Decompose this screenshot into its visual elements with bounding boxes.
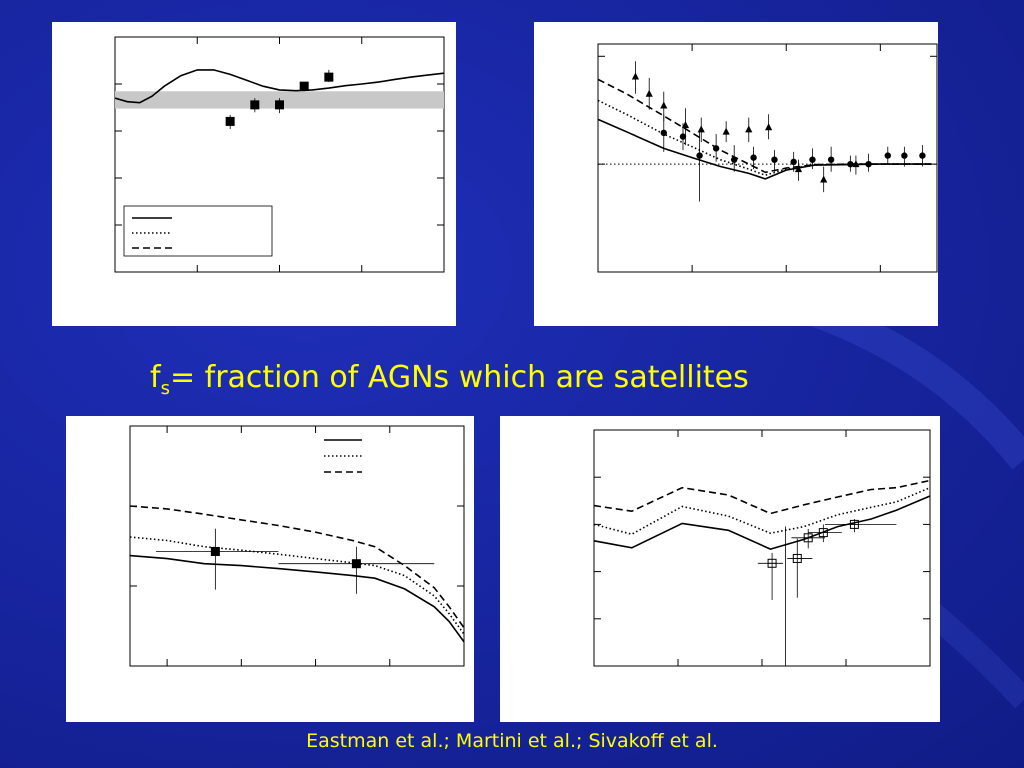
data-point-square	[299, 81, 309, 91]
data-point-triangle	[631, 72, 640, 80]
citation-credits: Eastman et al.; Martini et al.; Sivakoff…	[306, 730, 718, 752]
data-point-circle	[730, 156, 738, 163]
chart-fs-vs-mass	[593, 429, 931, 667]
series-line-solid	[114, 69, 445, 104]
plot-frame	[593, 429, 931, 667]
plot-frame	[597, 43, 938, 273]
heading-prefix: f	[150, 360, 161, 395]
chart-bias-vs-radius	[597, 43, 938, 273]
data-point-triangle	[852, 160, 860, 168]
data-point-circle	[847, 160, 854, 168]
series-line-solid	[593, 495, 931, 550]
chart-u-vs-mass	[114, 36, 445, 273]
series-line-dashed	[593, 479, 931, 515]
data-point-circle	[827, 156, 835, 163]
data-point-square	[250, 100, 260, 110]
data-point-circle	[712, 145, 720, 152]
chart-fs-vs-luminosity	[129, 425, 465, 667]
data-point-triangle	[745, 125, 753, 133]
data-point-square	[351, 559, 361, 569]
data-point-circle	[865, 160, 872, 168]
data-point-square	[275, 100, 284, 110]
data-point-circle	[696, 152, 703, 159]
data-point-square	[324, 72, 334, 82]
series-line-dotted	[129, 536, 465, 635]
heading-subscript: s	[160, 378, 170, 399]
heading-text: = fraction of AGNs which are satellites	[169, 360, 749, 395]
data-point-triangle	[820, 175, 828, 183]
data-point-circle	[679, 133, 687, 140]
data-point-triangle	[722, 127, 730, 135]
data-point-triangle	[697, 125, 705, 133]
series-line-solid	[597, 118, 932, 180]
satellite-fraction-heading: fs= fraction of AGNs which are satellite…	[150, 358, 850, 409]
chart-panel-fs-vs-luminosity	[66, 416, 474, 722]
series-line-dashed	[129, 505, 465, 629]
data-point-triangle	[794, 165, 803, 173]
data-point-triangle	[660, 101, 668, 109]
data-point-circle	[901, 152, 908, 159]
data-point-circle	[660, 129, 667, 137]
data-point-triangle	[765, 123, 773, 131]
series-line-solid	[129, 554, 465, 643]
data-point-circle	[790, 158, 797, 166]
data-point-circle	[809, 156, 816, 163]
chart-panel-u-vs-mass	[52, 22, 456, 326]
chart-panel-bias-vs-radius	[534, 22, 938, 326]
data-point-circle	[919, 152, 926, 159]
data-point-circle	[750, 154, 757, 161]
series-line-dashed	[597, 78, 932, 174]
data-point-square	[225, 116, 235, 126]
data-point-triangle	[645, 89, 653, 97]
data-point-triangle	[681, 121, 690, 129]
data-point-circle	[771, 156, 778, 163]
plot-frame	[129, 425, 465, 667]
series-line-dotted	[593, 486, 931, 536]
data-point-square	[210, 546, 220, 556]
chart-panel-fs-vs-mass	[500, 416, 940, 722]
data-point-circle	[884, 152, 891, 159]
